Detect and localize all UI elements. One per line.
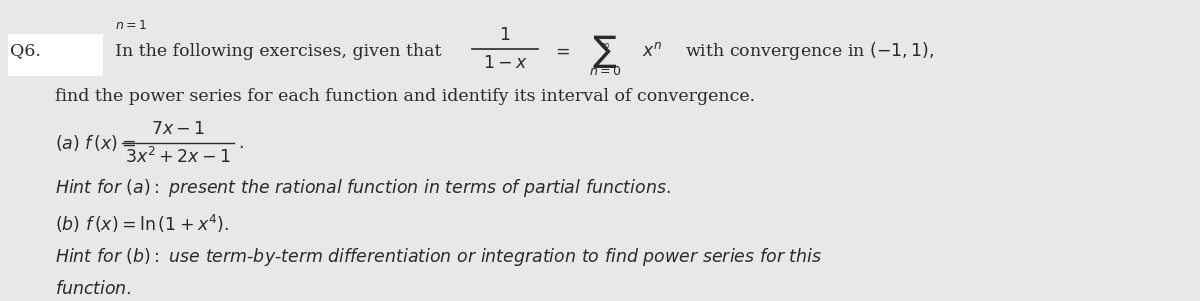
Text: $7x-1$: $7x-1$ — [151, 120, 205, 138]
Text: $(b)\ f\,(x) = \ln\left(1+x^4\right).$: $(b)\ f\,(x) = \ln\left(1+x^4\right).$ — [55, 213, 229, 235]
Text: $1-x$: $1-x$ — [482, 54, 528, 72]
Text: Q6.: Q6. — [10, 42, 41, 60]
Text: $.$: $.$ — [238, 135, 244, 151]
FancyBboxPatch shape — [8, 34, 103, 76]
Text: $x^n$: $x^n$ — [642, 42, 662, 60]
Text: $\mathit{Hint\ for\ (a):\ present\ the\ rational\ function\ in\ terms\ of\ parti: $\mathit{Hint\ for\ (a):\ present\ the\ … — [55, 177, 671, 199]
Text: $3x^2+2x-1$: $3x^2+2x-1$ — [125, 147, 230, 167]
Text: In the following exercises, given that: In the following exercises, given that — [115, 42, 442, 60]
Text: $\sum$: $\sum$ — [593, 33, 618, 70]
Text: $\infty$: $\infty$ — [600, 39, 611, 51]
Text: $n{=}0$: $n{=}0$ — [589, 64, 622, 77]
Text: $=$: $=$ — [552, 42, 570, 60]
Text: $\mathit{function.}$: $\mathit{function.}$ — [55, 280, 132, 298]
Text: $1$: $1$ — [499, 26, 511, 44]
Text: find the power series for each function and identify its interval of convergence: find the power series for each function … — [55, 88, 755, 104]
Text: with convergence in $(-1, 1),$: with convergence in $(-1, 1),$ — [685, 40, 934, 62]
Text: $(a)\ f\,(x) =$: $(a)\ f\,(x) =$ — [55, 133, 136, 153]
Text: $n=1$: $n=1$ — [115, 19, 148, 32]
Text: $\mathit{Hint\ for\ (b):\ use\ term\text{-}by\text{-}term\ differentiation\ or\ : $\mathit{Hint\ for\ (b):\ use\ term\text… — [55, 246, 822, 268]
